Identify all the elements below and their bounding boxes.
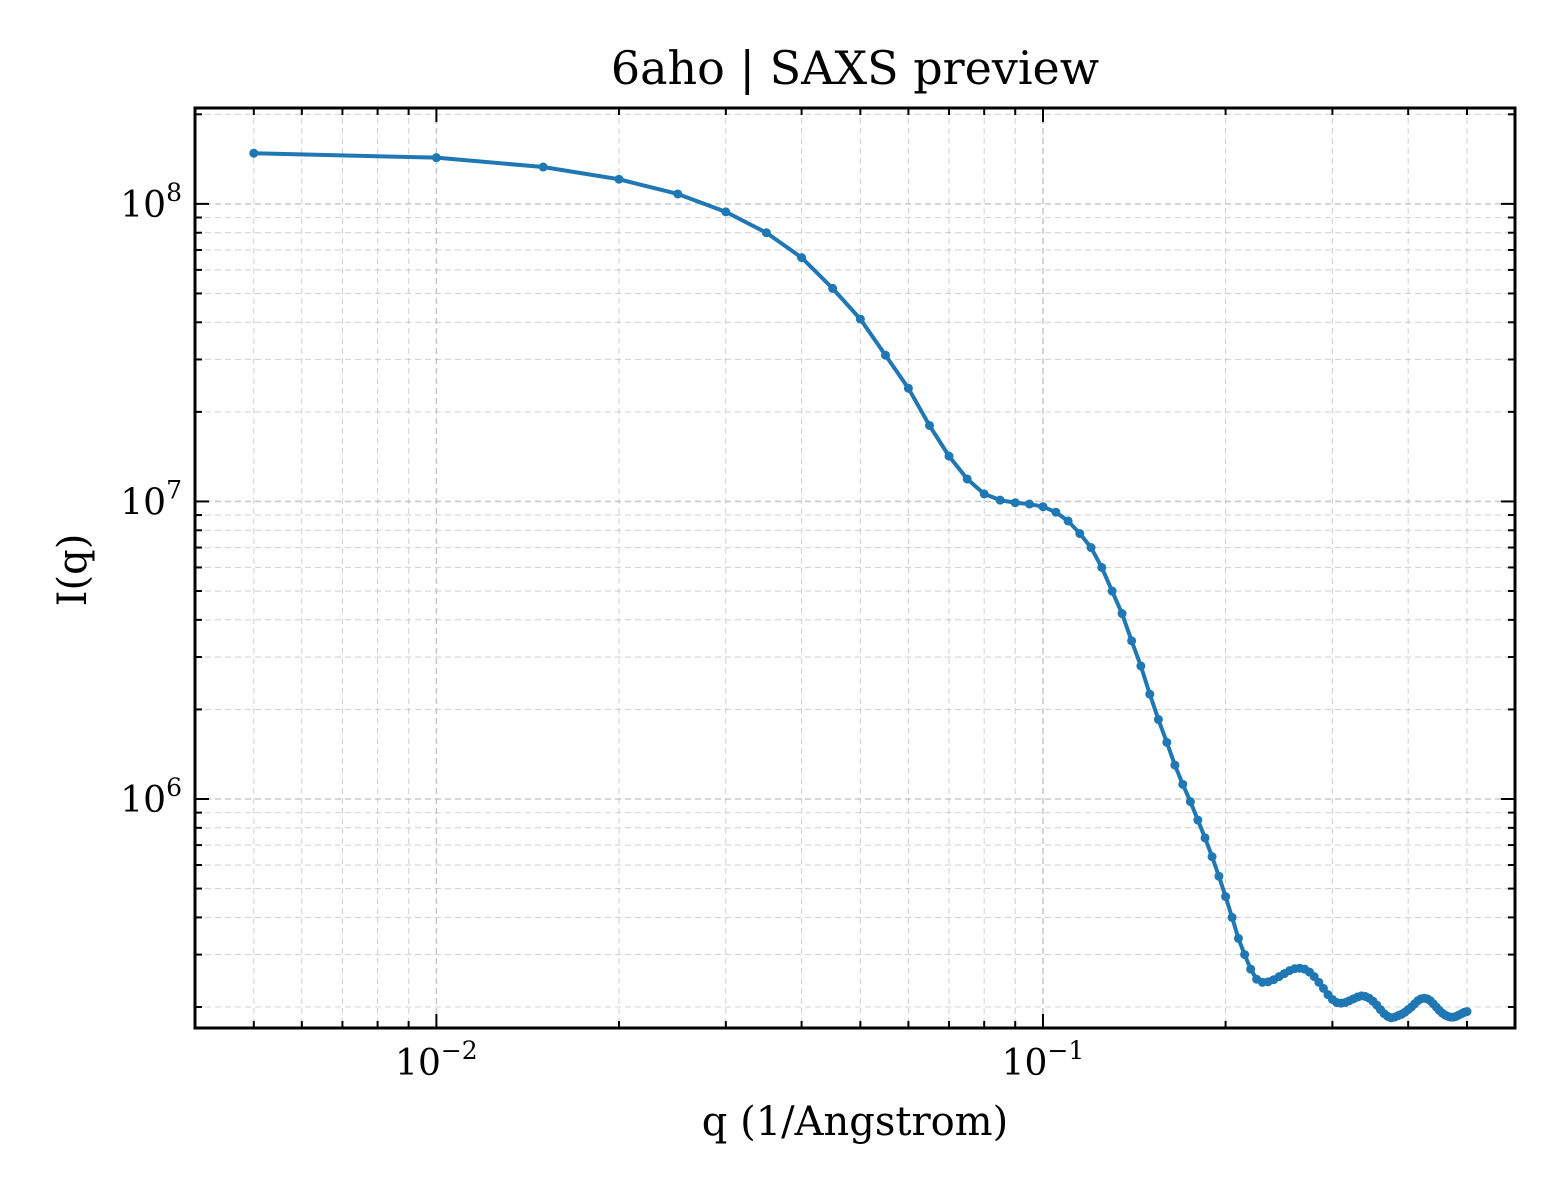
x-tick-label: 10−2 bbox=[395, 1036, 478, 1084]
data-point bbox=[903, 383, 913, 393]
data-point bbox=[1170, 760, 1180, 770]
data-point bbox=[828, 283, 838, 293]
y-tick-label: 106 bbox=[120, 773, 182, 821]
x-tick-label-exponent: −1 bbox=[1047, 1036, 1084, 1065]
data-point bbox=[1227, 912, 1237, 922]
data-point bbox=[673, 189, 683, 199]
data-point bbox=[1063, 516, 1073, 526]
data-point bbox=[1145, 689, 1155, 699]
plot-series bbox=[249, 148, 1472, 1023]
data-point bbox=[1153, 715, 1163, 725]
data-point bbox=[1240, 950, 1250, 960]
data-point bbox=[1200, 833, 1210, 843]
plot-frame bbox=[193, 106, 1517, 1030]
x-tick-label: 10−1 bbox=[1002, 1036, 1085, 1084]
data-point bbox=[1127, 636, 1137, 646]
data-point bbox=[1024, 499, 1034, 509]
data-point bbox=[797, 253, 807, 263]
data-point bbox=[880, 350, 890, 360]
y-tick-label-exponent: 7 bbox=[166, 475, 182, 504]
data-point bbox=[924, 420, 934, 430]
data-point bbox=[1193, 815, 1203, 825]
data-point bbox=[1097, 562, 1107, 572]
x-tick-label-exponent: −2 bbox=[441, 1036, 478, 1065]
y-tick-label-base: 10 bbox=[120, 780, 166, 821]
data-point bbox=[761, 228, 771, 238]
x-tick-label-base: 10 bbox=[1002, 1043, 1048, 1084]
data-point bbox=[1233, 933, 1243, 943]
data-point bbox=[1246, 964, 1256, 974]
data-point bbox=[1086, 543, 1096, 553]
data-point bbox=[1051, 507, 1061, 517]
y-tick-label: 107 bbox=[120, 475, 182, 523]
y-tick-label-base: 10 bbox=[120, 185, 166, 226]
data-point bbox=[1178, 779, 1188, 789]
data-point bbox=[944, 451, 954, 461]
y-tick-label-exponent: 6 bbox=[166, 773, 182, 802]
y-tick-label-exponent: 8 bbox=[166, 178, 182, 207]
data-point bbox=[1117, 609, 1127, 619]
data-point bbox=[721, 207, 731, 217]
data-point bbox=[995, 495, 1005, 505]
data-point bbox=[1038, 502, 1048, 512]
x-axis-label: q (1/Angstrom) bbox=[702, 1099, 1008, 1145]
x-tick-labels: 10−2 10−1 bbox=[395, 1036, 1084, 1084]
data-point bbox=[431, 153, 441, 163]
data-point bbox=[1162, 737, 1172, 747]
data-point bbox=[1107, 586, 1117, 596]
data-point bbox=[614, 174, 624, 184]
data-point bbox=[1075, 529, 1085, 539]
data-point bbox=[1221, 892, 1231, 902]
y-axis-label: I(q) bbox=[50, 534, 96, 607]
grid-lines bbox=[194, 108, 1515, 1028]
y-tick-label: 108 bbox=[120, 178, 182, 226]
data-point bbox=[1318, 983, 1328, 993]
data-point bbox=[1136, 661, 1146, 671]
chart-title: 6aho | SAXS preview bbox=[611, 41, 1099, 95]
data-point bbox=[249, 148, 259, 158]
data-point bbox=[962, 474, 972, 484]
data-point bbox=[1214, 871, 1224, 881]
data-point bbox=[538, 162, 548, 172]
data-point bbox=[1207, 852, 1217, 862]
y-tick-label-base: 10 bbox=[120, 482, 166, 523]
data-point bbox=[1010, 498, 1020, 508]
data-point bbox=[855, 314, 865, 324]
data-point bbox=[1185, 797, 1195, 807]
data-point bbox=[1462, 1007, 1472, 1017]
data-point bbox=[979, 489, 989, 499]
x-tick-label-base: 10 bbox=[395, 1043, 441, 1084]
